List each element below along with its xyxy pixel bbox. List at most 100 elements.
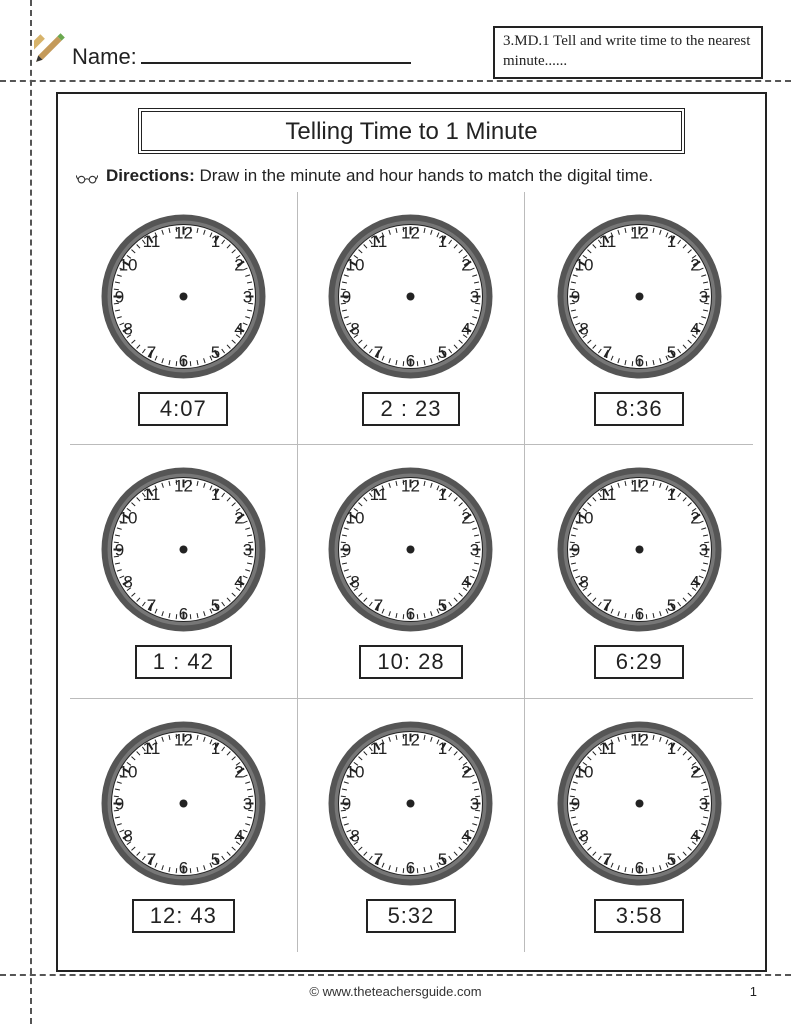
svg-text:3: 3 [698, 287, 707, 306]
svg-text:10: 10 [346, 255, 365, 274]
svg-text:11: 11 [143, 232, 161, 251]
clock-face[interactable]: 121234567891011 [96, 716, 271, 891]
svg-text:3: 3 [698, 540, 707, 559]
svg-text:9: 9 [342, 287, 351, 306]
svg-text:2: 2 [690, 255, 699, 274]
svg-text:10: 10 [346, 508, 365, 527]
svg-text:6: 6 [406, 351, 415, 370]
svg-text:3: 3 [698, 794, 707, 813]
clock-cell: 12123456789101110: 28 [298, 445, 526, 698]
svg-text:8: 8 [123, 826, 132, 845]
svg-text:2: 2 [234, 508, 243, 527]
clock-cell: 1212345678910113:58 [525, 699, 753, 952]
svg-text:4: 4 [462, 319, 471, 338]
svg-text:7: 7 [147, 850, 156, 869]
svg-text:6: 6 [634, 351, 643, 370]
svg-text:3: 3 [470, 287, 479, 306]
svg-text:11: 11 [370, 739, 388, 758]
svg-text:5: 5 [438, 343, 447, 362]
clock-cell: 1212345678910111 : 42 [70, 445, 298, 698]
directions-text: Draw in the minute and hour hands to mat… [200, 166, 654, 185]
svg-text:5: 5 [666, 343, 675, 362]
svg-text:9: 9 [115, 794, 124, 813]
directions-label: Directions: [106, 166, 195, 185]
clock-face[interactable]: 121234567891011 [323, 209, 498, 384]
svg-text:6: 6 [634, 858, 643, 877]
svg-text:7: 7 [374, 343, 383, 362]
svg-text:7: 7 [374, 850, 383, 869]
svg-text:1: 1 [438, 485, 447, 504]
svg-text:4: 4 [234, 826, 243, 845]
svg-text:2: 2 [462, 762, 471, 781]
svg-text:1: 1 [211, 739, 220, 758]
margin-top-rule [0, 80, 791, 82]
svg-text:4: 4 [462, 826, 471, 845]
margin-bottom-rule [0, 974, 791, 976]
clock-face[interactable]: 121234567891011 [323, 716, 498, 891]
svg-text:1: 1 [211, 485, 220, 504]
svg-text:9: 9 [570, 540, 579, 559]
svg-text:1: 1 [666, 232, 675, 251]
svg-text:2: 2 [234, 255, 243, 274]
svg-text:1: 1 [666, 485, 675, 504]
svg-text:10: 10 [118, 762, 137, 781]
digital-time-box: 5:32 [366, 899, 456, 933]
clock-face[interactable]: 121234567891011 [552, 209, 727, 384]
svg-text:8: 8 [351, 319, 360, 338]
standard-text: 3.MD.1 Tell and write time to the neares… [503, 33, 750, 69]
digital-time-box: 2 : 23 [362, 392, 459, 426]
svg-text:8: 8 [351, 826, 360, 845]
svg-text:9: 9 [570, 794, 579, 813]
svg-text:2: 2 [690, 508, 699, 527]
svg-text:9: 9 [570, 287, 579, 306]
clock-face[interactable]: 121234567891011 [552, 716, 727, 891]
svg-text:6: 6 [406, 858, 415, 877]
svg-text:12: 12 [174, 476, 193, 495]
svg-text:12: 12 [630, 223, 649, 242]
svg-text:10: 10 [118, 255, 137, 274]
digital-time-box: 8:36 [594, 392, 684, 426]
svg-text:9: 9 [342, 540, 351, 559]
svg-text:5: 5 [666, 596, 675, 615]
svg-text:4: 4 [690, 826, 699, 845]
directions-row: Directions: Draw in the minute and hour … [76, 166, 747, 186]
svg-text:10: 10 [346, 762, 365, 781]
clock-face[interactable]: 121234567891011 [323, 462, 498, 637]
svg-text:11: 11 [598, 232, 616, 251]
svg-text:8: 8 [579, 572, 588, 591]
svg-text:5: 5 [211, 596, 220, 615]
svg-text:1: 1 [438, 739, 447, 758]
svg-text:3: 3 [470, 794, 479, 813]
svg-text:8: 8 [351, 572, 360, 591]
clock-face[interactable]: 121234567891011 [552, 462, 727, 637]
digital-time-box: 12: 43 [132, 899, 235, 933]
digital-time-box: 1 : 42 [135, 645, 232, 679]
svg-text:6: 6 [634, 604, 643, 623]
svg-text:8: 8 [123, 319, 132, 338]
svg-text:10: 10 [574, 255, 593, 274]
svg-text:10: 10 [574, 508, 593, 527]
digital-time-box: 10: 28 [359, 645, 462, 679]
svg-text:1: 1 [666, 739, 675, 758]
digital-time-box: 4:07 [138, 392, 228, 426]
name-blank-line[interactable] [141, 46, 411, 64]
svg-text:11: 11 [598, 485, 616, 504]
svg-text:11: 11 [370, 485, 388, 504]
svg-text:11: 11 [143, 739, 161, 758]
svg-text:7: 7 [374, 596, 383, 615]
svg-text:5: 5 [438, 850, 447, 869]
svg-text:9: 9 [115, 287, 124, 306]
clock-face[interactable]: 121234567891011 [96, 209, 271, 384]
svg-text:6: 6 [179, 858, 188, 877]
svg-text:4: 4 [690, 572, 699, 591]
worksheet-page: Telling Time to 1 Minute Directions: Dra… [56, 92, 767, 972]
svg-text:7: 7 [602, 596, 611, 615]
svg-text:2: 2 [462, 255, 471, 274]
clock-cell: 1212345678910116:29 [525, 445, 753, 698]
page-number: 1 [750, 984, 757, 999]
clock-face[interactable]: 121234567891011 [96, 462, 271, 637]
svg-text:5: 5 [211, 343, 220, 362]
worksheet-title: Telling Time to 1 Minute [285, 118, 537, 145]
glasses-icon [76, 169, 98, 183]
svg-text:10: 10 [118, 508, 137, 527]
